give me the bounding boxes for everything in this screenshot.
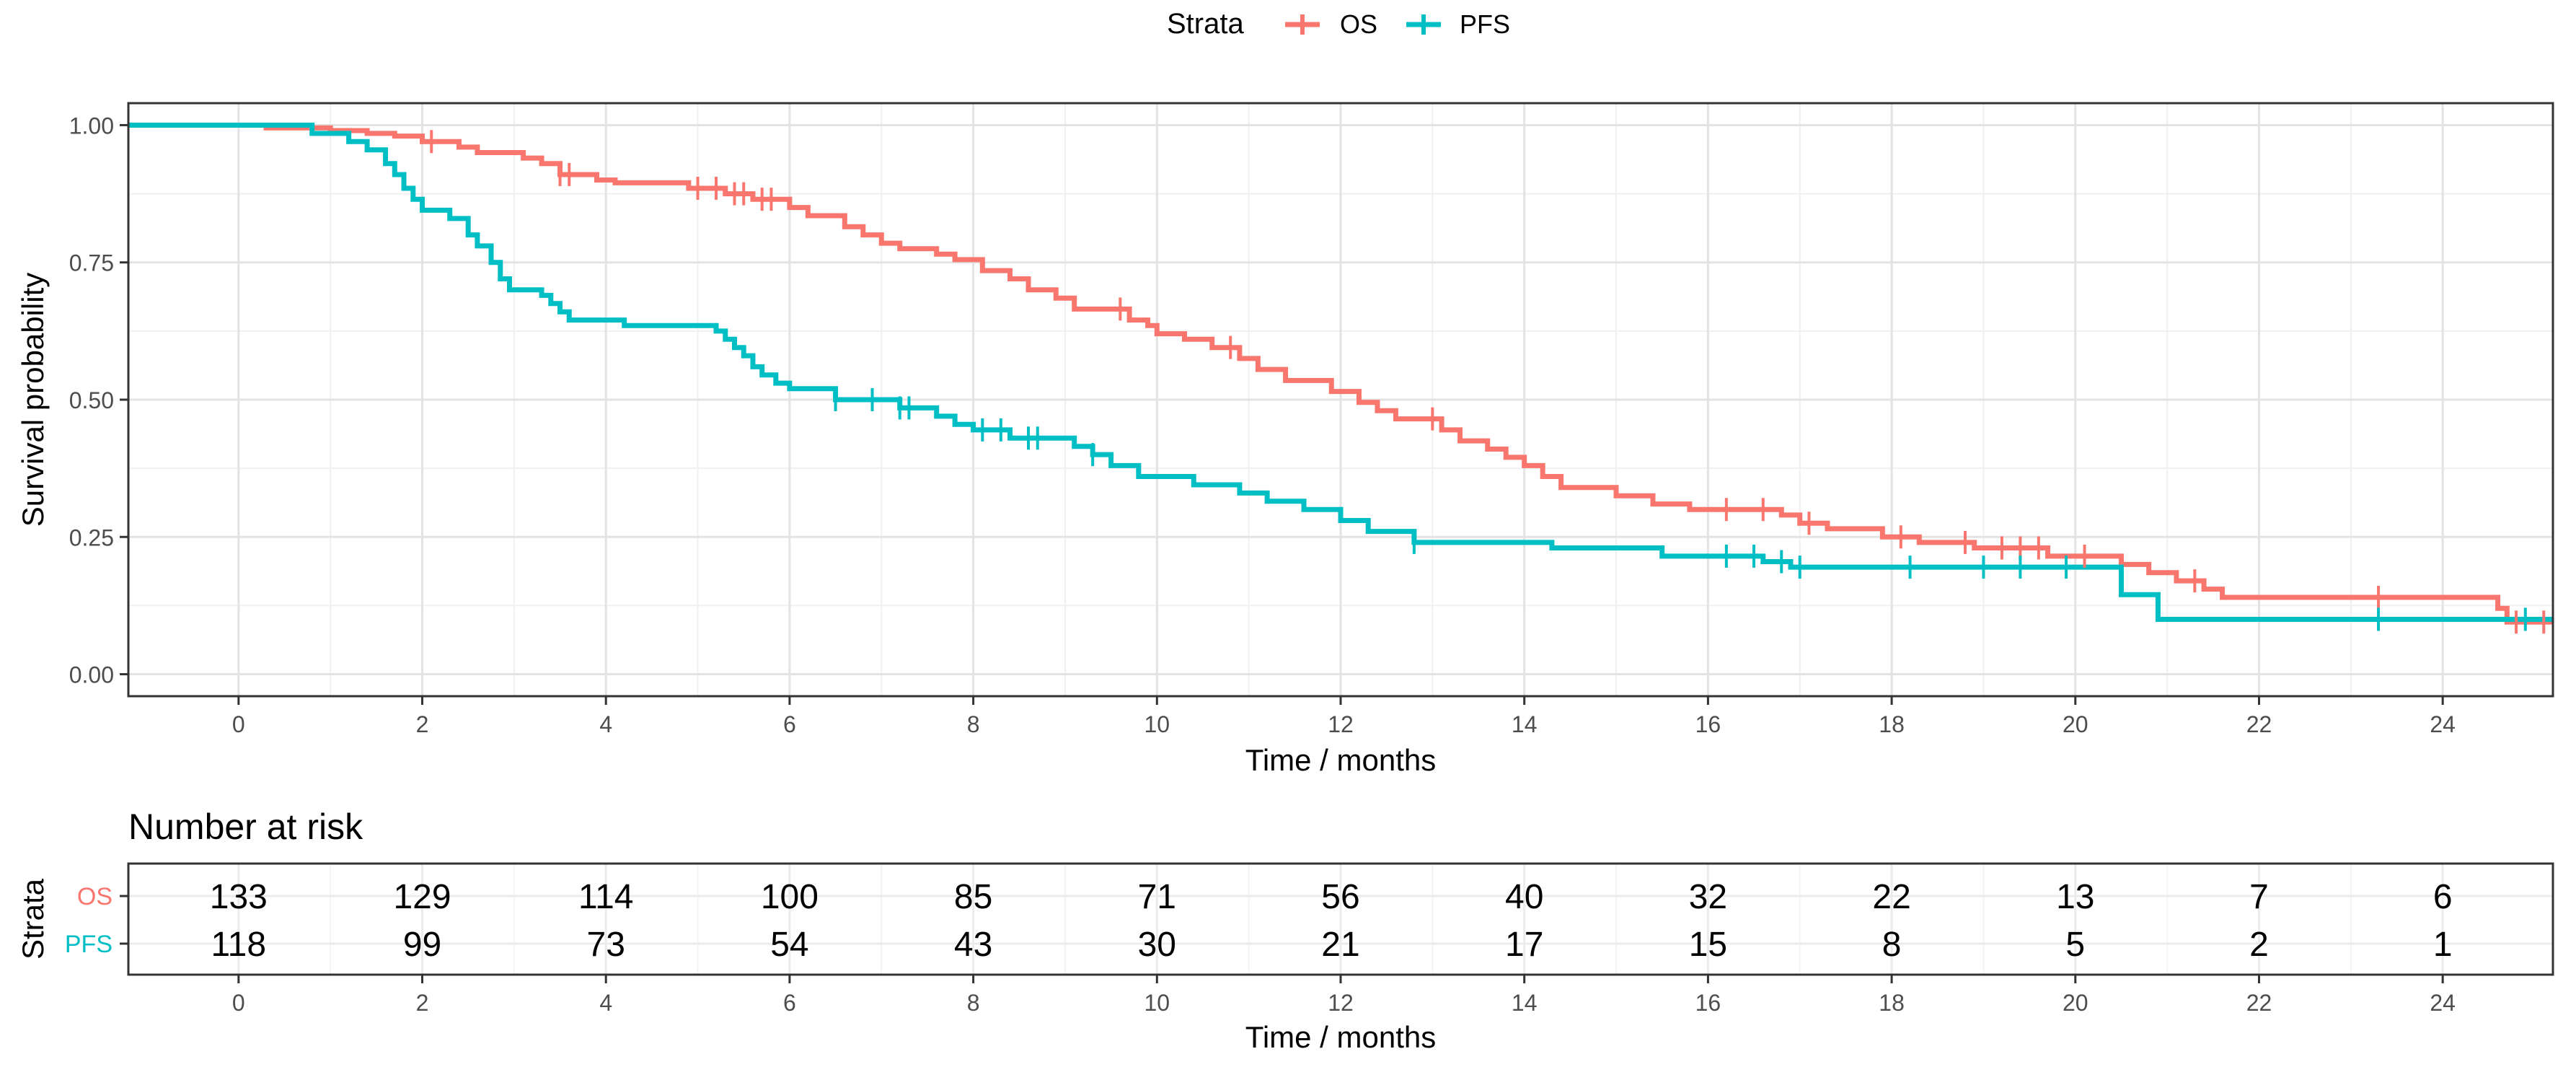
risk-x-tick-label: 14 [1512, 990, 1538, 1016]
y-tick-label: 0.75 [69, 250, 114, 276]
risk-x-tick-label: 24 [2430, 990, 2456, 1016]
x-axis-label: Time / months [1245, 743, 1437, 777]
risk-value-os: 6 [2433, 878, 2453, 916]
risk-value-os: 13 [2056, 878, 2094, 916]
risk-x-tick-label: 8 [967, 990, 980, 1016]
risk-table-title: Number at risk [128, 807, 363, 847]
risk-value-os: 129 [393, 878, 451, 916]
risk-value-pfs: 17 [1505, 926, 1543, 964]
x-tick-label: 24 [2430, 711, 2456, 737]
y-tick-label: 0.50 [69, 387, 114, 413]
risk-value-pfs: 118 [211, 926, 267, 964]
risk-x-tick-label: 22 [2246, 990, 2272, 1016]
risk-value-os: 133 [210, 878, 268, 916]
y-axis-label: Survival probability [16, 273, 50, 527]
x-tick-label: 2 [416, 711, 429, 737]
risk-table-grid [128, 864, 2553, 975]
x-tick-label: 18 [1879, 711, 1905, 737]
y-tick-label: 1.00 [69, 113, 114, 139]
risk-value-os: 32 [1689, 878, 1727, 916]
risk-value-pfs: 21 [1321, 926, 1359, 964]
x-tick-label: 6 [783, 711, 796, 737]
risk-x-tick-label: 4 [599, 990, 612, 1016]
risk-x-tick-label: 20 [2063, 990, 2088, 1016]
risk-table-x-axis-label: Time / months [1245, 1020, 1437, 1054]
x-tick-label: 20 [2063, 711, 2088, 737]
x-tick-label: 22 [2246, 711, 2272, 737]
y-axis-ticks: 0.00 0.25 0.50 0.75 1.00 [69, 113, 128, 688]
risk-row-label-pfs: PFS [65, 931, 113, 958]
risk-table-y-axis-label: Strata [16, 878, 50, 960]
km-curve-os [128, 122, 2553, 625]
risk-value-pfs: 73 [587, 926, 625, 964]
legend-label-pfs: PFS [1460, 9, 1510, 39]
x-axis-ticks: 0 2 4 6 8 10 12 14 16 18 20 22 24 [232, 696, 2456, 737]
x-tick-label: 14 [1512, 711, 1538, 737]
risk-x-tick-label: 0 [232, 990, 245, 1016]
risk-value-pfs: 8 [1882, 926, 1902, 964]
x-tick-label: 16 [1695, 711, 1721, 737]
risk-value-os: 40 [1505, 878, 1543, 916]
risk-value-os: 100 [761, 878, 819, 916]
risk-table-row-labels: OS PFS [65, 883, 128, 958]
x-tick-label: 0 [232, 711, 245, 737]
survival-major-grid [128, 103, 2553, 696]
legend-title: Strata [1167, 8, 1244, 40]
risk-value-os: 22 [1872, 878, 1910, 916]
risk-value-pfs: 5 [2065, 926, 2085, 964]
risk-x-tick-label: 18 [1879, 990, 1905, 1016]
risk-x-tick-label: 12 [1328, 990, 1354, 1016]
risk-value-os: 56 [1321, 878, 1359, 916]
x-tick-label: 8 [967, 711, 980, 737]
legend: Strata OS PFS [1167, 8, 1510, 40]
km-curve-pfs [128, 122, 2553, 622]
risk-value-pfs: 43 [954, 926, 992, 964]
risk-value-os: 71 [1138, 878, 1176, 916]
risk-table: Number at risk 133 129 114 100 85 71 56 40 32 22 1… [16, 807, 2554, 1054]
risk-row-label-os: OS [77, 883, 113, 910]
risk-x-tick-label: 2 [416, 990, 429, 1016]
y-tick-label: 0.00 [69, 662, 114, 688]
risk-x-tick-label: 6 [783, 990, 796, 1016]
survival-curves [128, 122, 2553, 625]
risk-value-os: 7 [2249, 878, 2269, 916]
x-tick-label: 12 [1328, 711, 1354, 737]
risk-value-pfs: 54 [770, 926, 808, 964]
x-tick-label: 10 [1144, 711, 1170, 737]
survival-panel: 0.000.250.500.751.00 0 2 4 6 8 10 12 14 16 18 20 22… [16, 102, 2554, 777]
legend-label-os: OS [1340, 9, 1377, 39]
risk-table-x-ticks: 0 2 4 6 8 10 12 14 16 18 20 22 24 [232, 975, 2456, 1016]
y-tick-label: 0.25 [69, 524, 114, 550]
risk-x-tick-label: 10 [1144, 990, 1170, 1016]
risk-x-tick-label: 16 [1695, 990, 1721, 1016]
risk-value-pfs: 99 [403, 926, 441, 964]
censor-marks [430, 130, 2546, 634]
x-tick-label: 4 [599, 711, 612, 737]
risk-value-os: 114 [578, 878, 634, 916]
risk-value-pfs: 30 [1138, 926, 1176, 964]
risk-value-pfs: 1 [2433, 926, 2453, 964]
risk-value-pfs: 15 [1689, 926, 1727, 964]
risk-value-os: 85 [954, 878, 992, 916]
risk-value-pfs: 2 [2249, 926, 2269, 964]
